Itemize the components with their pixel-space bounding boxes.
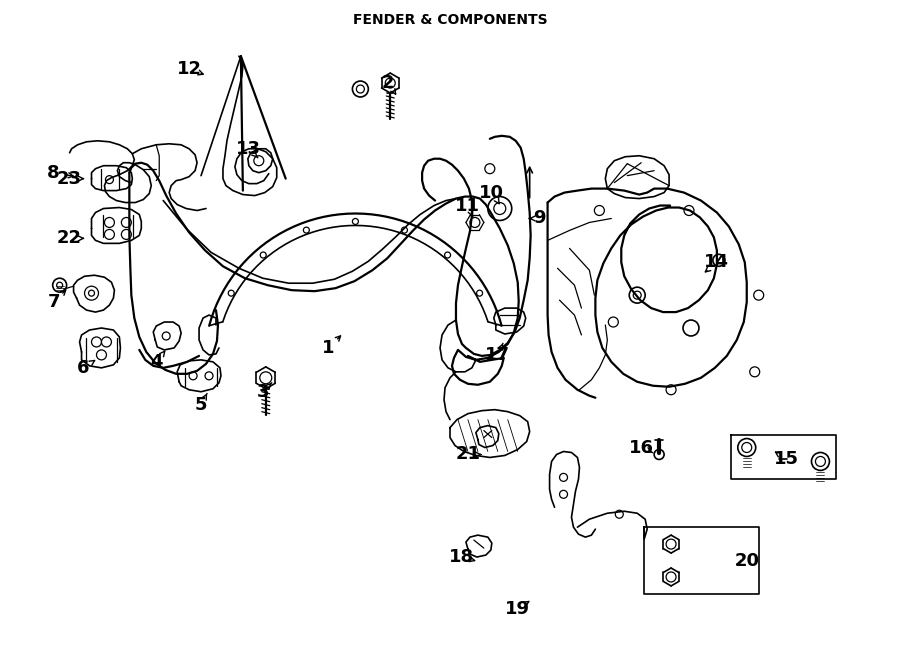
Text: 21: 21 <box>455 446 481 463</box>
Text: 23: 23 <box>57 169 82 187</box>
Text: 11: 11 <box>455 197 481 214</box>
Text: 4: 4 <box>150 353 163 371</box>
Text: 18: 18 <box>449 548 474 566</box>
Text: 5: 5 <box>194 396 207 414</box>
Text: 9: 9 <box>534 209 546 228</box>
Text: 14: 14 <box>705 254 729 271</box>
Text: 22: 22 <box>57 230 82 248</box>
Text: 6: 6 <box>77 359 90 377</box>
Text: 10: 10 <box>480 183 504 202</box>
Text: 19: 19 <box>505 600 530 618</box>
Text: 20: 20 <box>734 552 760 570</box>
Text: FENDER & COMPONENTS: FENDER & COMPONENTS <box>353 13 547 27</box>
Text: 1: 1 <box>322 339 335 357</box>
Text: 3: 3 <box>256 383 269 401</box>
Text: 17: 17 <box>485 346 510 364</box>
Text: 13: 13 <box>237 140 261 158</box>
Text: 7: 7 <box>48 293 60 311</box>
Text: 12: 12 <box>176 60 202 78</box>
Text: 15: 15 <box>774 450 799 469</box>
Text: 8: 8 <box>48 164 60 181</box>
Text: 16: 16 <box>629 438 653 457</box>
Text: 2: 2 <box>382 74 394 92</box>
